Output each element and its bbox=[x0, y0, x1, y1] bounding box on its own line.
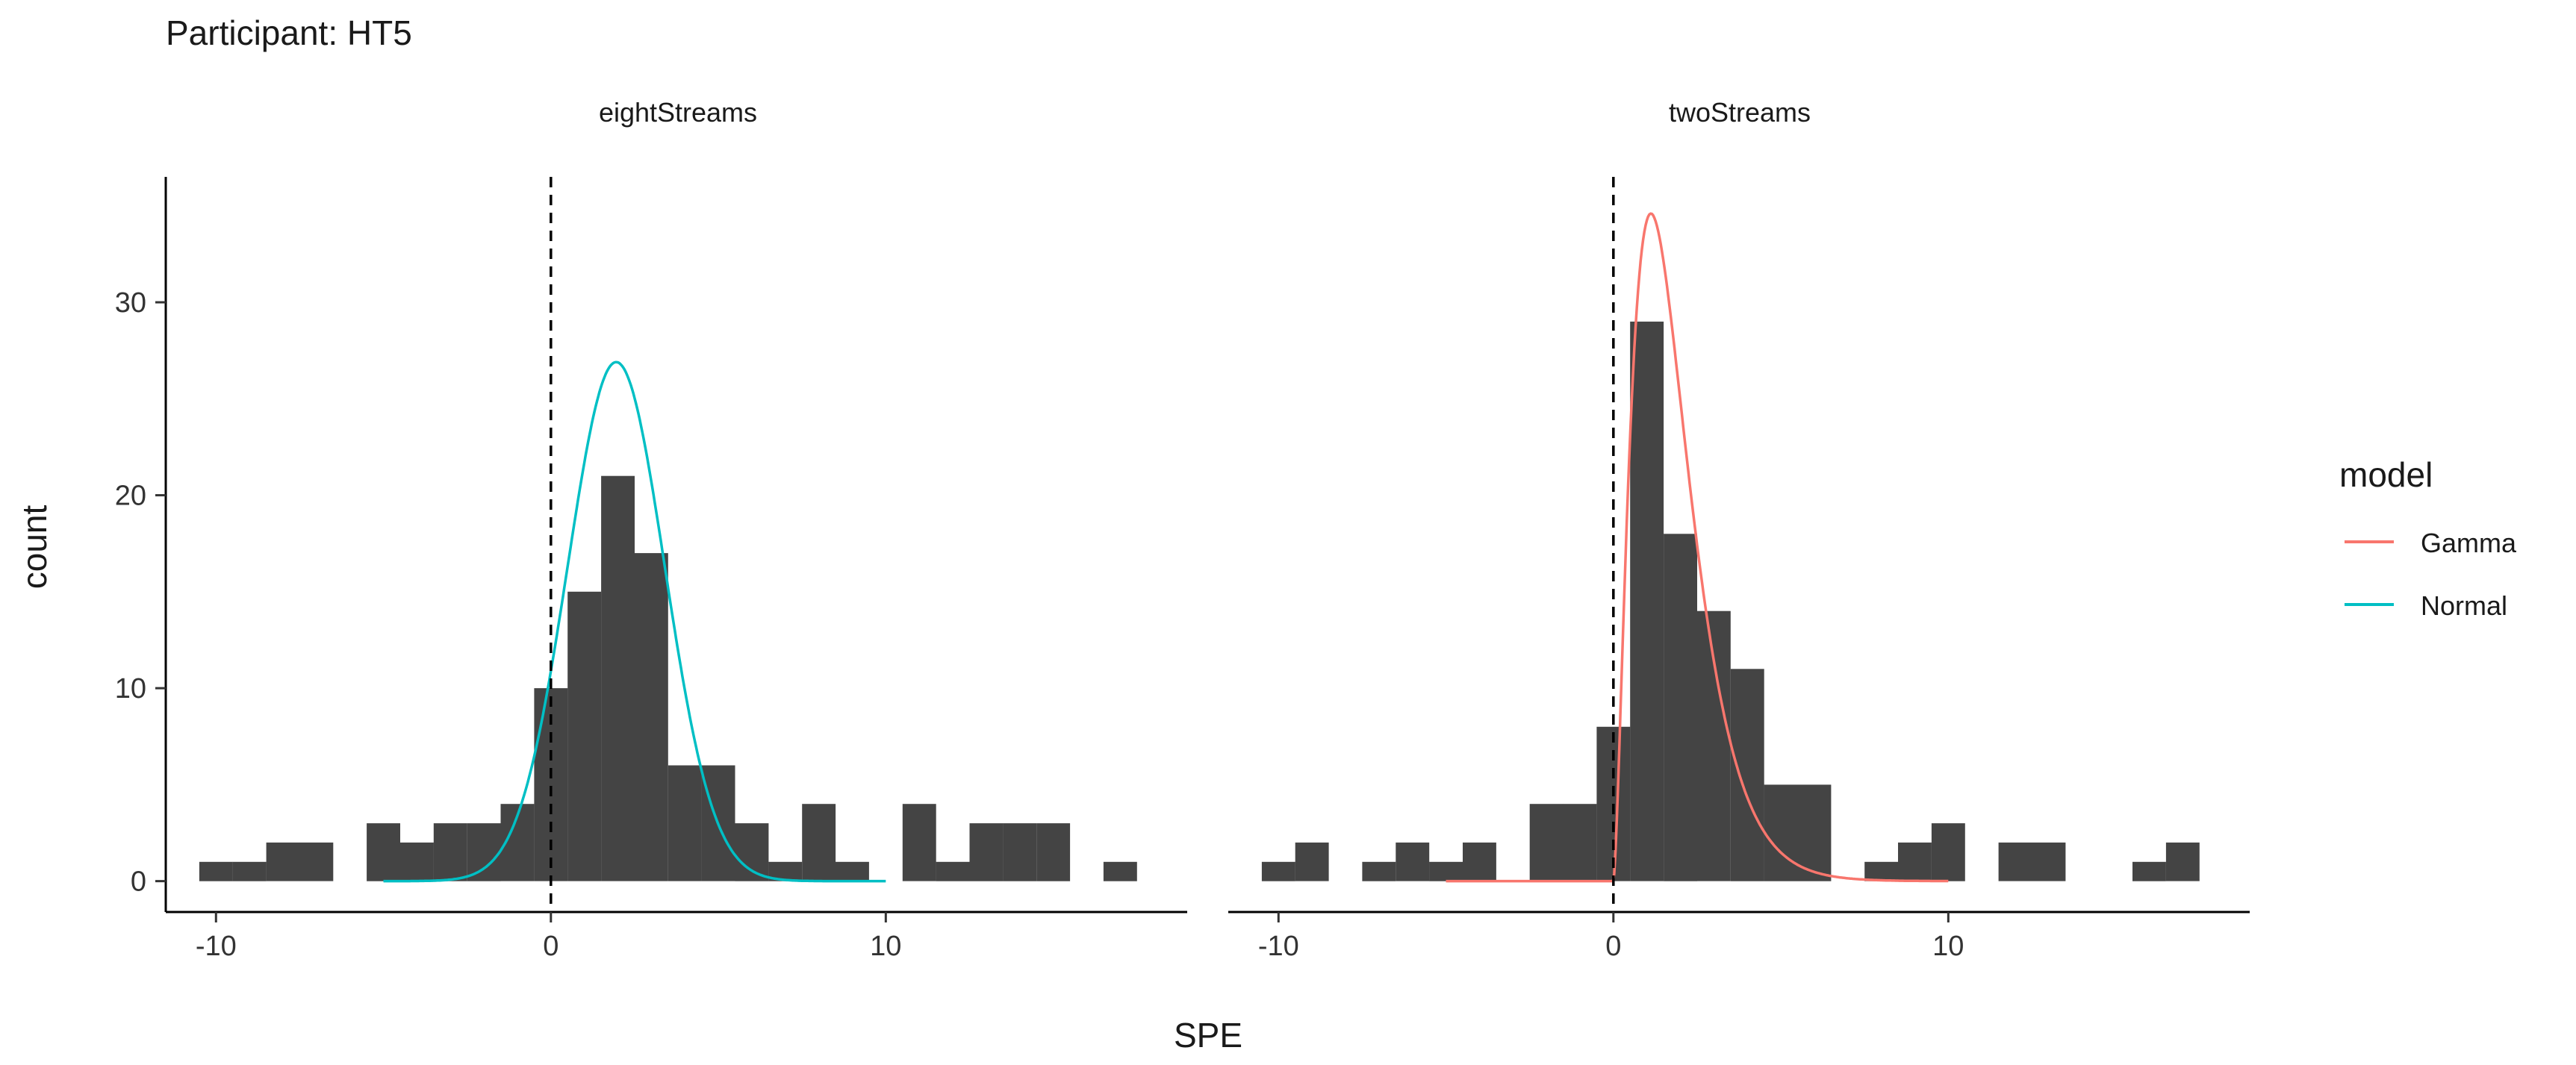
histogram-bar bbox=[1295, 842, 1329, 881]
histogram-bar bbox=[2032, 842, 2066, 881]
histogram-bar bbox=[1797, 784, 1832, 881]
y-tick-label: 10 bbox=[115, 673, 146, 705]
histogram-bar bbox=[668, 765, 702, 881]
x-tick-label: 0 bbox=[543, 931, 559, 962]
histogram-bar bbox=[902, 804, 936, 881]
histogram-bar bbox=[1898, 842, 1932, 881]
y-tick-label: 30 bbox=[115, 287, 146, 319]
x-tick-label: 10 bbox=[1932, 931, 1964, 962]
x-tick-label: 0 bbox=[1605, 931, 1621, 962]
histogram-bar bbox=[467, 823, 501, 881]
histogram-bar bbox=[1463, 842, 1496, 881]
x-tick-label: -10 bbox=[1258, 931, 1299, 962]
histogram-bar bbox=[1003, 823, 1037, 881]
histogram-bar bbox=[1563, 804, 1597, 881]
panel-label-twostreams: twoStreams bbox=[1669, 97, 1811, 128]
histogram-bar bbox=[266, 842, 300, 881]
histogram-bar bbox=[1864, 861, 1899, 881]
histogram-bar bbox=[2132, 861, 2166, 881]
histogram-bar bbox=[836, 861, 869, 881]
histogram-bar bbox=[1664, 534, 1697, 881]
y-axis-label: count bbox=[15, 505, 54, 590]
histogram-bar bbox=[433, 823, 467, 881]
histogram-bar bbox=[1036, 823, 1071, 881]
model-curve-normal bbox=[383, 360, 886, 883]
histogram-bar bbox=[199, 861, 233, 881]
legend-label-normal: Normal bbox=[2421, 590, 2507, 621]
histogram-bar bbox=[601, 475, 635, 881]
y-tick-label: 20 bbox=[115, 481, 146, 512]
x-tick-label: 10 bbox=[870, 931, 901, 962]
histogram-bar bbox=[1529, 804, 1564, 881]
histogram-bar bbox=[634, 553, 668, 881]
histogram-bar bbox=[1103, 861, 1137, 881]
histogram-bar bbox=[367, 823, 400, 881]
histogram-bar bbox=[1362, 861, 1396, 881]
histogram-bar bbox=[2165, 842, 2200, 881]
legend-label-gamma: Gamma bbox=[2421, 528, 2517, 558]
legend: model Gamma Normal bbox=[2339, 455, 2517, 621]
histogram-bar bbox=[969, 823, 1004, 881]
histogram-bar bbox=[567, 591, 602, 881]
y-tick-label: 0 bbox=[131, 866, 146, 898]
panel-twostreams: -10 0 10 bbox=[1228, 177, 2250, 962]
chart-title: Participant: HT5 bbox=[166, 13, 412, 52]
x-tick-label: -10 bbox=[196, 931, 237, 962]
panel-label-eightstreams: eightStreams bbox=[599, 97, 757, 128]
histogram-bar bbox=[1696, 610, 1731, 881]
histogram-bar bbox=[1630, 321, 1664, 881]
x-axis-label: SPE bbox=[1174, 1016, 1242, 1055]
model-curve-gamma bbox=[1446, 212, 1949, 883]
histogram-bar bbox=[400, 842, 434, 881]
histogram-bar bbox=[735, 823, 769, 881]
panel-layer: -10 0 10 0 10 20 30 -10 0 10 bbox=[115, 177, 2250, 962]
histogram-bar bbox=[1429, 861, 1463, 881]
histogram-bar bbox=[1931, 823, 1965, 881]
histogram-bar bbox=[1764, 784, 1798, 881]
panel-eightstreams: -10 0 10 0 10 20 30 bbox=[115, 177, 1187, 962]
legend-title: model bbox=[2339, 455, 2433, 494]
histogram-bar bbox=[936, 861, 970, 881]
histogram-bar bbox=[1396, 842, 1430, 881]
histogram-bar bbox=[232, 861, 267, 881]
histogram-bar bbox=[1261, 861, 1295, 881]
histogram-bar bbox=[299, 842, 334, 881]
histogram-bar bbox=[802, 804, 836, 881]
histogram-bar bbox=[1998, 842, 2032, 881]
histogram-bar bbox=[1730, 669, 1764, 881]
